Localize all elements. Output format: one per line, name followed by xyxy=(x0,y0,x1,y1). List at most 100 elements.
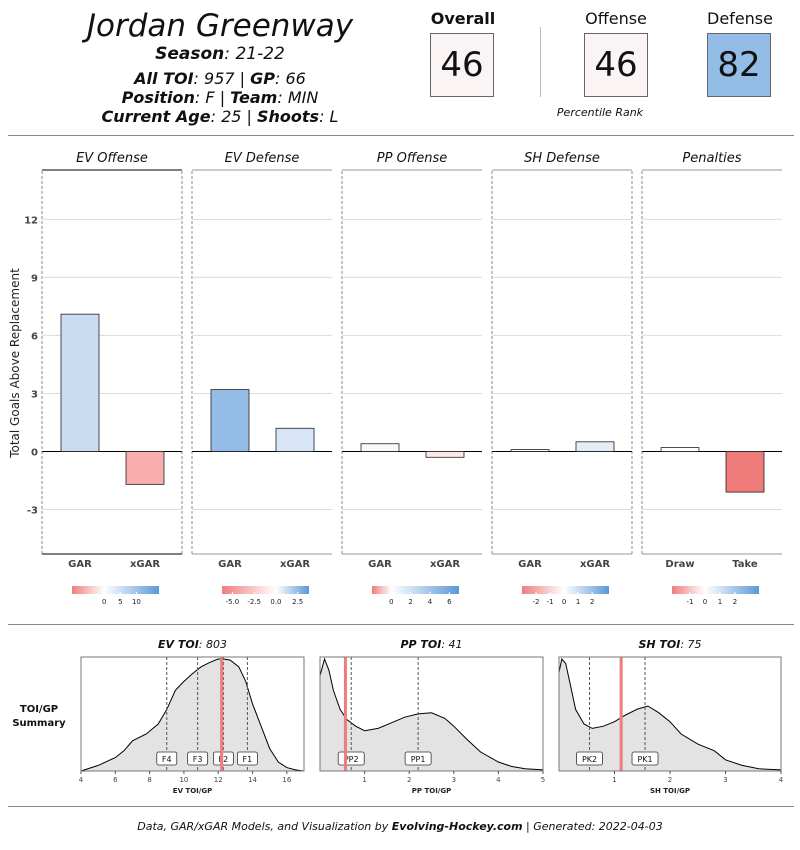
legend-tick-label: 0 xyxy=(562,598,566,606)
x-tick-label: 4 xyxy=(779,776,784,784)
x-tick-label: GAR xyxy=(218,559,242,570)
legend-tick-label: 2 xyxy=(733,598,737,606)
x-tick-label: 14 xyxy=(248,776,257,784)
x-tick-label: 3 xyxy=(452,776,456,784)
legend-tick-label: 2 xyxy=(590,598,594,606)
x-tick-label: Take xyxy=(732,559,758,570)
bar-xgar xyxy=(275,427,315,452)
site-link[interactable]: Evolving-Hockey.com xyxy=(391,820,523,833)
x-tick-label: GAR xyxy=(368,559,392,570)
color-legend-bar xyxy=(222,586,309,594)
color-legend-bar xyxy=(72,586,159,594)
role-marker-label: F1 xyxy=(243,755,253,764)
role-marker-label: PP1 xyxy=(411,755,426,764)
panel-title: Penalties xyxy=(682,151,741,166)
legend-tick-label: -1 xyxy=(547,598,554,606)
role-marker-box xyxy=(631,751,659,766)
toi-gp-line: All TOI: 957 | GP: 66 xyxy=(134,69,306,88)
density-line xyxy=(558,657,782,771)
gar-bar-chart: Total Goals Above Replacement -3036912EV… xyxy=(8,151,782,606)
bar-gar xyxy=(510,449,550,452)
x-tick-label: xGAR xyxy=(130,559,160,570)
bar-gar xyxy=(210,389,250,452)
panel-title: SH Defense xyxy=(524,151,600,166)
x-tick-label: 10 xyxy=(179,776,188,784)
position-team-line: Position: F | Team: MIN xyxy=(121,88,319,107)
legend-tick-label: 4 xyxy=(428,598,433,606)
x-tick-label: GAR xyxy=(518,559,542,570)
x-tick-label: 4 xyxy=(496,776,501,784)
toi-panel-title: SH TOI: 75 xyxy=(638,638,701,651)
toi-panel-frame xyxy=(319,656,544,772)
toi-panel-title: PP TOI: 41 xyxy=(400,638,462,651)
legend-tick-label: 5 xyxy=(118,598,122,606)
player-name: Jordan Greenway xyxy=(86,8,354,44)
legend-tick-label: 0.0 xyxy=(270,598,281,606)
legend-tick-label: 6 xyxy=(447,598,452,606)
toi-x-axis-label: PP TOI/GP xyxy=(412,787,451,795)
legend-tick-label: -5.0 xyxy=(226,598,240,606)
role-marker-box xyxy=(212,751,234,766)
legend-tick-label: 0 xyxy=(102,598,106,606)
x-tick-label: 5 xyxy=(541,776,545,784)
toi-panel-title: EV TOI: 803 xyxy=(158,638,227,651)
density-area xyxy=(320,659,543,771)
bar-xgar xyxy=(575,441,615,452)
color-legend-bar xyxy=(522,586,609,594)
role-marker-label: PP2 xyxy=(344,755,359,764)
footer-divider xyxy=(8,806,794,807)
age-shoots-line: Current Age: 25 | Shoots: L xyxy=(101,107,339,126)
defense-label: Defense xyxy=(707,9,773,28)
role-marker-box xyxy=(576,751,603,766)
toi-panel-frame xyxy=(80,656,305,772)
panel-title: PP Offense xyxy=(377,151,447,166)
legend-tick-label: 10 xyxy=(132,598,141,606)
legend-tick-label: -2.5 xyxy=(247,598,261,606)
y-tick-label: 9 xyxy=(31,273,38,284)
y-tick-label: 0 xyxy=(31,447,38,458)
legend-tick-label: 2.5 xyxy=(292,598,303,606)
color-legend-bar xyxy=(672,586,759,594)
overall-label: Overall xyxy=(430,9,496,28)
defense-rank-box: 82 xyxy=(707,33,771,97)
density-line xyxy=(80,658,305,772)
x-tick-label: 1 xyxy=(362,776,366,784)
density-area xyxy=(81,659,304,771)
x-tick-label: xGAR xyxy=(430,559,460,570)
overall-rank-box: 46 xyxy=(430,33,494,97)
legend-tick-label: 2 xyxy=(408,598,412,606)
role-marker-box xyxy=(236,751,258,766)
x-tick-label: xGAR xyxy=(280,559,310,570)
toi-summary-label: TOI/GP Summary xyxy=(12,704,66,729)
bar-gar xyxy=(60,313,100,452)
color-legend-bar xyxy=(372,586,459,594)
y-tick-label: 12 xyxy=(24,215,38,226)
toi-x-axis-label: EV TOI/GP xyxy=(173,787,212,795)
legend-tick-label: 1 xyxy=(718,598,722,606)
x-tick-label: 2 xyxy=(668,776,672,784)
bar-xgar xyxy=(125,451,165,485)
x-tick-label: 8 xyxy=(147,776,151,784)
toi-x-axis-label: SH TOI/GP xyxy=(650,787,690,795)
role-marker-box xyxy=(187,751,209,766)
season-line: Season: 21-22 xyxy=(155,44,285,64)
middle-divider xyxy=(8,624,794,625)
x-tick-label: 4 xyxy=(79,776,84,784)
y-tick-label: -3 xyxy=(27,506,38,517)
x-tick-label: Draw xyxy=(665,559,694,570)
legend-tick-label: 1 xyxy=(576,598,580,606)
offense-rank-box: 46 xyxy=(584,33,648,97)
y-tick-label: 3 xyxy=(31,389,38,400)
x-tick-label: xGAR xyxy=(580,559,610,570)
bar-gar xyxy=(360,443,400,452)
x-tick-label: 2 xyxy=(407,776,411,784)
x-tick-label: 16 xyxy=(282,776,291,784)
role-marker-label: PK1 xyxy=(637,755,652,764)
role-marker-box xyxy=(404,751,432,766)
offense-label: Offense xyxy=(585,9,647,28)
panel-title: EV Defense xyxy=(225,151,300,166)
role-marker-label: F3 xyxy=(193,755,203,764)
bar-draw xyxy=(660,447,700,452)
x-tick-label: 12 xyxy=(214,776,223,784)
footer-credit: Data, GAR/xGAR Models, and Visualization… xyxy=(137,820,663,833)
